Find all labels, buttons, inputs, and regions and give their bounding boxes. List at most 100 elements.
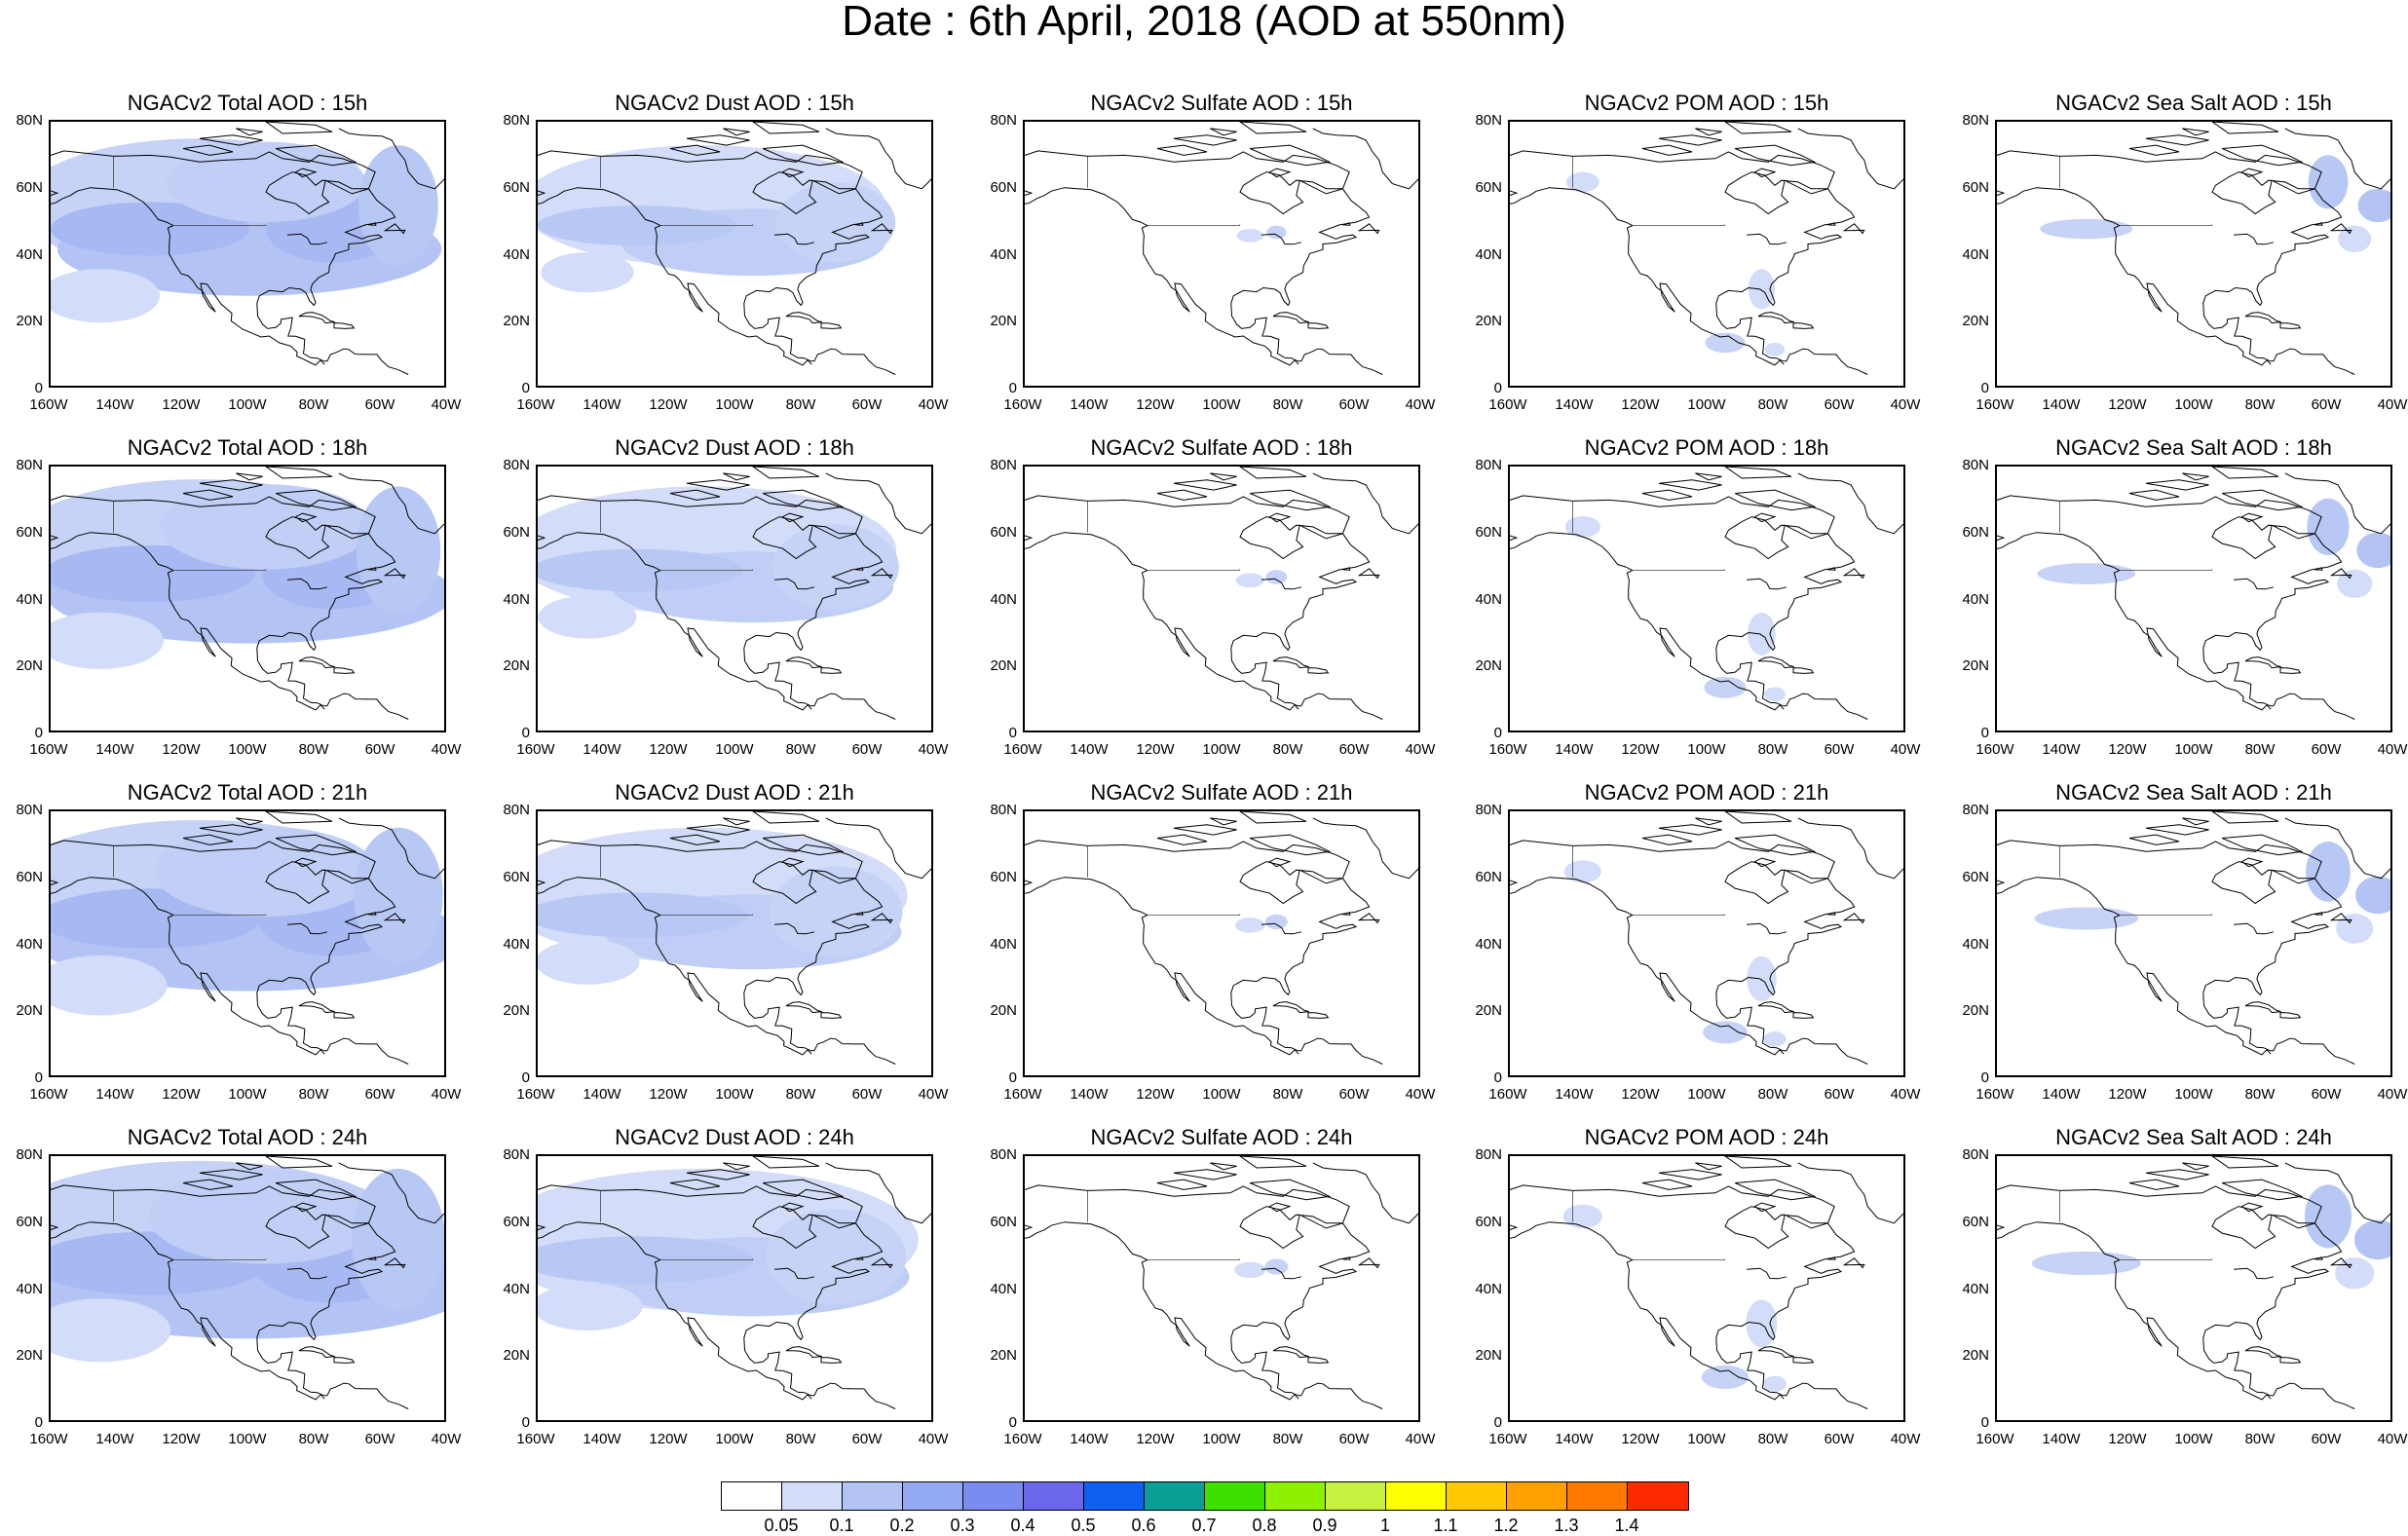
lat-tick-label: 40N <box>1475 935 1502 953</box>
lon-tick-label: 60W <box>1824 396 1855 413</box>
coastline <box>1797 472 1903 535</box>
coastline <box>1268 512 1292 523</box>
panel-title: NGACv2 Total AOD : 18h <box>127 435 368 460</box>
lon-tick-label: 140W <box>2042 396 2081 413</box>
aod-shading <box>148 1169 384 1264</box>
lon-tick-label: 140W <box>1070 741 1109 758</box>
panel-title: NGACv2 Sea Salt AOD : 15h <box>2055 91 2332 115</box>
coastline <box>1250 489 1332 511</box>
lon-tick-label: 120W <box>1621 396 1660 413</box>
coastline <box>2284 1162 2390 1224</box>
coastline <box>2329 913 2352 924</box>
coastline <box>1239 1156 1307 1169</box>
aod-shading <box>1234 918 1265 933</box>
lat-tick-label: 80N <box>990 112 1017 129</box>
coastline <box>1025 1221 1299 1401</box>
coastline <box>276 144 357 167</box>
lon-tick-label: 60W <box>2311 741 2342 758</box>
lat-tick-label: 20N <box>503 657 530 675</box>
lon-tick-label: 60W <box>364 396 395 413</box>
lon-tick-label: 80W <box>2244 1431 2276 1447</box>
country-border <box>172 224 267 226</box>
coastline <box>276 1179 357 1201</box>
lon-tick-label: 80W <box>1272 1086 1303 1103</box>
map-panel <box>1508 1154 1905 1422</box>
aod-shading <box>2307 498 2350 556</box>
lat-tick-label: 0 <box>1008 725 1017 741</box>
aod-shading <box>51 1298 171 1363</box>
lat-tick-label: 40N <box>1962 935 1989 953</box>
coastline <box>1025 187 1299 366</box>
coastline <box>1342 567 1351 571</box>
aod-shading <box>2308 155 2349 209</box>
coastline <box>781 168 805 178</box>
lon-tick-label: 120W <box>1621 1431 1660 1447</box>
coastline <box>51 532 325 711</box>
coastline <box>368 567 377 571</box>
lon-tick-label: 160W <box>1975 396 2014 413</box>
lon-tick-label: 80W <box>2244 396 2276 413</box>
lat-tick-label: 60N <box>1475 1213 1502 1230</box>
lon-tick-label: 40W <box>918 1431 949 1447</box>
coastline <box>2279 1357 2302 1364</box>
coastline <box>2128 489 2180 501</box>
colorbar-swatch <box>1567 1482 1628 1510</box>
aod-shading <box>2031 1251 2141 1276</box>
colorbar-label: 0.3 <box>950 1516 975 1535</box>
lon-tick-label: 160W <box>1488 396 1527 413</box>
coastline <box>820 322 843 329</box>
coastline <box>265 1156 333 1169</box>
map-canvas <box>51 811 444 1065</box>
lon-tick-label: 100W <box>715 1086 754 1103</box>
lon-tick-label: 80W <box>785 1086 816 1103</box>
panel-title: NGACv2 Dust AOD : 24h <box>615 1125 854 1149</box>
coastline <box>1025 1184 1383 1409</box>
coastline <box>1735 1179 1817 1201</box>
lat-tick-label: 80N <box>503 112 530 129</box>
lat-tick-label: 0 <box>521 1414 530 1431</box>
lat-tick-label: 40N <box>16 245 43 263</box>
lon-tick-label: 140W <box>95 741 134 758</box>
panel-title: NGACv2 Sea Salt AOD : 21h <box>2055 780 2332 805</box>
country-border <box>2119 914 2213 916</box>
aod-shading <box>51 955 168 1016</box>
lat-tick-label: 0 <box>1980 725 1989 741</box>
coastline <box>763 1179 845 1201</box>
coastline <box>538 1184 896 1409</box>
coastline <box>752 1156 820 1169</box>
coastline <box>1342 1256 1351 1260</box>
coastline <box>1797 128 1903 190</box>
coastline <box>1312 472 1418 535</box>
map-panel <box>536 465 933 732</box>
lat-tick-label: 60N <box>990 1213 1017 1230</box>
coastline <box>1757 1001 1794 1014</box>
map-canvas <box>538 467 931 720</box>
coastline <box>1025 877 1299 1056</box>
panel-title: NGACv2 Total AOD : 24h <box>127 1125 368 1149</box>
lat-tick-label: 60N <box>16 1213 43 1230</box>
lat-tick-label: 0 <box>1008 1069 1017 1086</box>
lon-tick-label: 40W <box>431 741 462 758</box>
lon-tick-label: 140W <box>2042 1086 2081 1103</box>
coastline <box>870 568 893 580</box>
panel-title: NGACv2 Dust AOD : 15h <box>615 91 854 115</box>
lon-tick-label: 160W <box>1003 396 1042 413</box>
lat-tick-label: 40N <box>16 590 43 608</box>
coastline <box>51 877 325 1056</box>
coastline <box>294 168 318 178</box>
coastline <box>333 1012 356 1019</box>
coastline <box>669 1179 721 1190</box>
coastline <box>182 144 234 156</box>
country-border <box>2119 224 2213 226</box>
lat-tick-label: 60N <box>990 523 1017 541</box>
aod-shading <box>1762 1375 1787 1392</box>
coastline <box>1753 857 1777 868</box>
lon-tick-label: 140W <box>95 396 134 413</box>
lon-tick-label: 60W <box>851 1431 883 1447</box>
lon-tick-label: 80W <box>785 396 816 413</box>
lat-tick-label: 20N <box>16 313 43 330</box>
lon-tick-label: 140W <box>583 1086 621 1103</box>
coastline <box>338 817 444 880</box>
aod-shading <box>1236 229 1263 243</box>
aod-shading <box>2337 569 2373 598</box>
